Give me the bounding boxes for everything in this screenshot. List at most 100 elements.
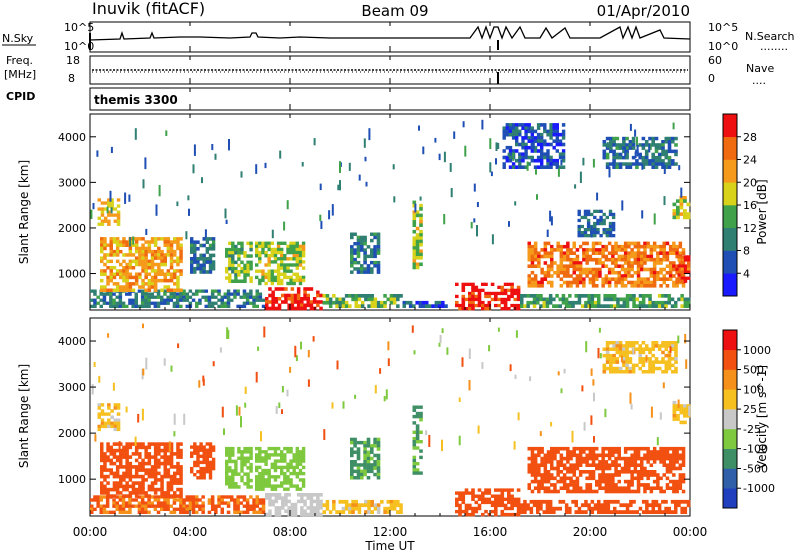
echo-cell [458,307,462,311]
echo-cell [380,304,384,308]
echo-cell [623,248,628,252]
echo-cell [116,412,121,416]
echo-cell [415,213,420,218]
echo-cell [348,162,351,171]
echo-cell [688,405,691,417]
echo-cell [601,456,605,461]
echo-cell [665,270,670,275]
echo-cell [276,459,281,463]
echo-cell [641,297,646,302]
echo-cell [169,288,174,292]
echo-cell [678,165,681,171]
echo-cell [258,254,262,258]
echo-cell [601,470,605,474]
echo-cell [289,278,293,283]
echo-cell [228,279,232,283]
echo-cell [612,344,616,348]
echo-cell [540,142,544,147]
echo-cell [150,504,154,508]
echo-cell [295,241,299,245]
echo-cell [461,294,466,299]
echo-cell [284,496,288,500]
colorbar-swatch [723,389,737,410]
echo-cell [471,288,475,292]
echo-cell [202,266,206,271]
echo-cell [295,456,299,460]
echo-cell [518,162,522,166]
echo-cell [239,501,243,505]
echo-cell [208,470,213,474]
echo-cell [246,263,250,268]
echo-cell [276,446,281,451]
echo-cell [679,199,684,203]
echo-cell [110,146,113,153]
echo-cell [566,486,570,490]
echo-cell [110,421,114,425]
echo-cell [373,297,378,302]
echo-cell [510,291,514,296]
echo-cell [627,267,631,272]
echo-cell [207,510,212,514]
echo-cell [363,456,367,461]
echo-patch [225,446,253,489]
echo-cell [122,259,126,264]
echo-cell [182,298,186,302]
echo-cell [646,460,650,464]
echo-cell [618,370,623,374]
echo-cell [252,498,256,502]
echo-cell [211,247,216,251]
echo-cell [507,307,511,311]
echo-cell [622,503,627,508]
echo-cell [157,272,161,276]
echo-cell [242,504,247,508]
echo-cell [385,389,388,400]
echo-cell [552,139,556,143]
echo-cell [674,143,678,147]
echo-cell [606,304,611,308]
echo-cell [100,240,104,244]
echo-cell [649,453,654,458]
echo-cell [210,501,215,505]
echo-cell [179,448,183,453]
noise-tick-top-left: 10^5 [64,21,94,34]
echo-cell [163,259,167,264]
echo-cell [182,510,186,514]
echo-cell [281,287,285,291]
echo-cell [471,494,475,498]
echo-cell [281,502,285,507]
echo-cell [350,476,354,480]
echo-cell [667,360,672,364]
echo-cell [295,487,299,491]
echo-cell [618,344,623,348]
echo-cell [668,463,673,467]
echo-cell [622,510,627,514]
echo-cell [179,243,183,247]
echo-cell [134,487,139,492]
echo-cell [170,365,173,372]
echo-cell [549,129,553,134]
echo-cell [571,300,575,305]
echo-cell [415,236,420,240]
echo-cell [198,301,202,305]
echo-cell [533,158,538,163]
echo-cell [494,509,498,514]
echo-cell [208,442,213,446]
echo-cell [508,155,513,160]
echo-cell [590,294,595,298]
echo-cell [179,468,183,472]
echo-cell [376,242,381,246]
echo-cell [584,499,588,504]
echo-cell [524,136,528,140]
echo-cell [163,358,166,366]
echo-cell [668,446,673,451]
echo-cell [540,145,544,150]
echo-cell [131,288,136,292]
echo-cell [163,501,167,505]
echo-cell [678,453,683,458]
echo-cell [555,304,559,308]
echo-cell [97,406,101,410]
echo-cell [364,510,368,514]
echo-cell [373,503,378,508]
echo-cell [641,363,646,368]
echo-cell [662,277,666,281]
